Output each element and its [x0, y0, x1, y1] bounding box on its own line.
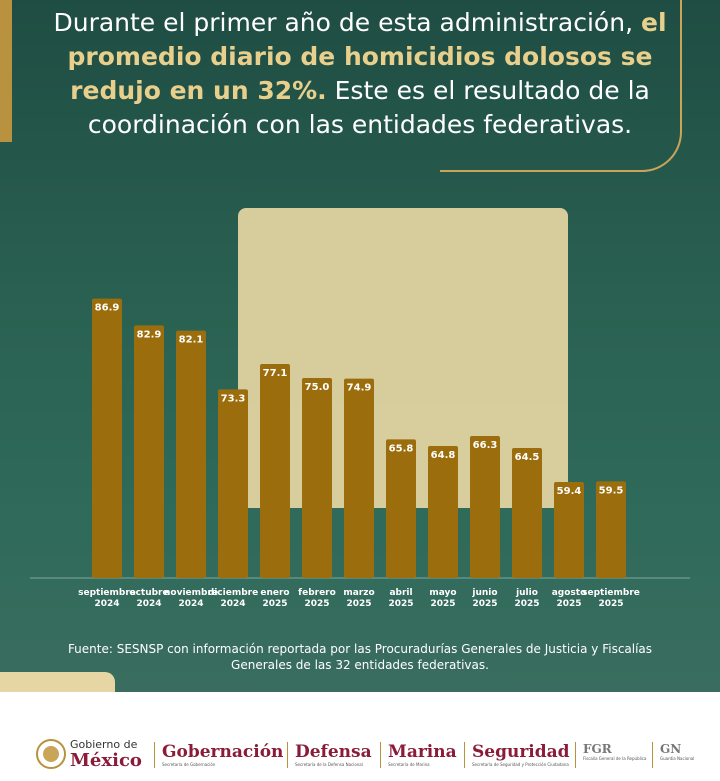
bar	[344, 378, 374, 578]
separator	[154, 742, 155, 768]
x-tick-label: febrero 2025	[298, 588, 336, 609]
agency-name: Gobernación	[162, 742, 284, 762]
value-label: 66.3	[473, 440, 498, 451]
agency-name: GN	[660, 742, 682, 756]
agency-subtitle: Secretaría de la Defensa Nacional	[295, 762, 363, 767]
agency-subtitle: Fiscalía General de la República	[583, 756, 647, 761]
agency: Seguridad Secretaría de Seguridad y Prote…	[472, 742, 570, 767]
value-label: 64.8	[431, 450, 456, 461]
separator	[575, 742, 576, 768]
separator	[464, 742, 465, 768]
value-label: 74.9	[347, 383, 372, 394]
value-label: 75.0	[305, 382, 330, 393]
title-highlight: el promedio diario de homicidios dolosos…	[67, 8, 667, 105]
title-text: Este es el resultado de la coordinación …	[87, 76, 650, 139]
emblem	[36, 739, 66, 769]
agency-name: Defensa	[295, 742, 372, 762]
x-tick-label: diciembre 2024	[207, 588, 259, 609]
agency-name: FGR	[583, 742, 612, 756]
value-label: 64.5	[515, 452, 540, 463]
x-tick-label: septiembre 2025	[582, 588, 640, 609]
x-tick-label: julio 2025	[514, 588, 540, 609]
chart: 86.9 82.9 82.1 73.3 77.1 75.0 74.9 65.8 64.8 66.3…	[30, 298, 690, 579]
value-label: 59.4	[557, 486, 582, 497]
value-label: 59.5	[599, 485, 624, 496]
x-tick-label: marzo 2025	[343, 588, 375, 609]
footer: Gobierno de México Gobernación Secretaría…	[0, 692, 720, 781]
bar	[596, 481, 626, 578]
value-label: 82.1	[179, 335, 204, 346]
accent-bar	[0, 0, 12, 142]
source: Fuente: SESNSP con información reportada…	[67, 642, 653, 672]
title: Durante el primer año de esta administra…	[30, 6, 690, 142]
bar	[92, 298, 122, 578]
separator	[287, 742, 288, 768]
agency-name: Marina	[388, 742, 457, 762]
x-tick-label: agosto 2025	[551, 588, 587, 609]
x-tick-label: mayo 2025	[429, 588, 457, 609]
x-tick-label: junio 2025	[472, 588, 498, 609]
agency: GN Guardia Nacional	[660, 742, 694, 761]
value-label: 82.9	[137, 329, 162, 340]
agency: Gobernación Secretaría de Gobernación	[162, 742, 283, 767]
bar	[134, 325, 164, 578]
agency-subtitle: Guardia Nacional	[660, 756, 695, 761]
agency: Defensa Secretaría de la Defensa Nacional	[295, 742, 372, 767]
hero: Durante el primer año de esta administra…	[0, 0, 720, 692]
x-tick-label: noviembre 2024	[163, 588, 218, 609]
accent-tab	[0, 672, 115, 692]
agency-subtitle: Secretaría de Seguridad y Protección Ciu…	[472, 762, 569, 767]
bar	[512, 448, 542, 578]
value-label: 65.8	[389, 443, 414, 454]
x-tick-label: abril 2025	[388, 588, 414, 609]
agency-subtitle: Secretaría de Gobernación	[162, 762, 216, 767]
x-tick-label: septiembre 2024	[78, 588, 136, 609]
gobierno: Gobierno de	[70, 738, 138, 751]
bar	[554, 482, 584, 578]
title-text: Durante el primer año de esta administra…	[53, 8, 634, 37]
frame	[440, 0, 682, 172]
x-tick-label: octubre 2024	[129, 588, 169, 609]
value-label: 77.1	[263, 368, 288, 379]
x-tick-label: enero 2025	[260, 588, 290, 609]
bar	[260, 364, 290, 578]
bar	[428, 446, 458, 578]
mexico: México	[70, 750, 142, 771]
bar	[386, 439, 416, 578]
bar	[302, 378, 332, 578]
separator	[652, 742, 653, 768]
agency: FGR Fiscalía General de la República	[583, 742, 647, 761]
bar	[470, 436, 500, 578]
bar	[218, 389, 248, 578]
agency-name: Seguridad	[472, 742, 570, 762]
agency: Marina Secretaría de Marina	[388, 742, 457, 767]
separator	[380, 742, 381, 768]
value-label: 86.9	[95, 303, 120, 314]
value-label: 73.3	[221, 393, 246, 404]
agency-subtitle: Secretaría de Marina	[388, 762, 430, 767]
bar	[176, 330, 206, 578]
